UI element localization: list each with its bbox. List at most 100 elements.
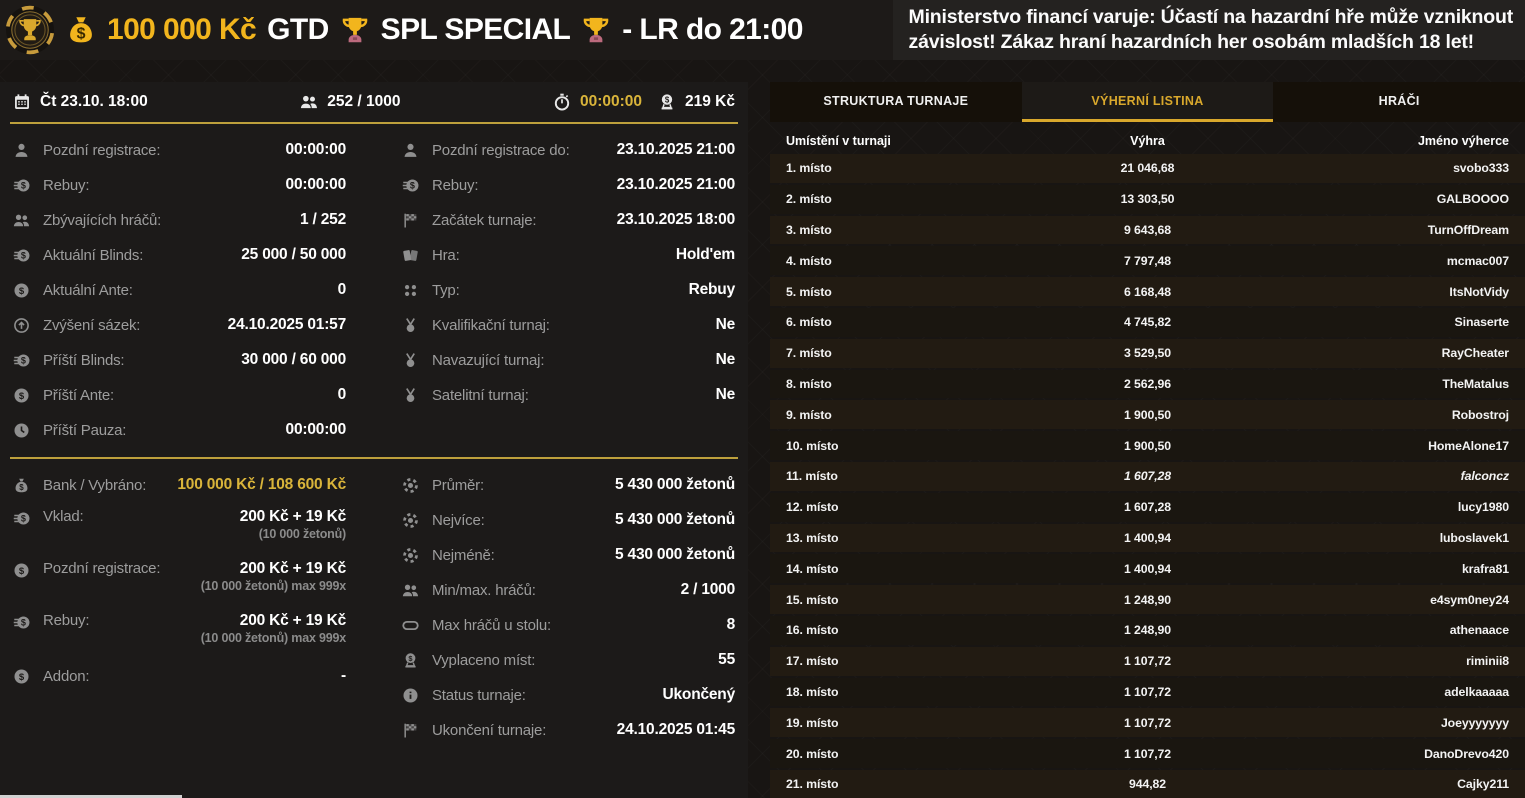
winner-place: 2. místo — [786, 192, 832, 207]
winner-place: 13. místo — [786, 530, 839, 545]
info-label: Navazující turnaj: — [432, 352, 545, 369]
info-row: $ Rebuy: 00:00:00 — [13, 168, 346, 203]
info-label: Zbývajících hráčů: — [43, 212, 162, 229]
winner-name: Joeyyyyyyy — [1440, 715, 1509, 730]
info-label: Satelitní turnaj: — [432, 387, 529, 404]
info-row: Satelitní turnaj: Ne — [402, 378, 735, 413]
winner-prize: 4 745,82 — [1123, 315, 1172, 330]
svg-text:$: $ — [19, 483, 24, 492]
winner-row: 17. místo 1 107,72 riminii8 — [770, 646, 1525, 676]
info-value: Hold'em — [675, 246, 735, 264]
coin-icon: $ — [13, 562, 30, 579]
winner-prize: 1 607,28 — [1123, 500, 1172, 515]
winner-name: mcmac007 — [1446, 253, 1509, 268]
info-row: $ Rebuy: 23.10.2025 21:00 — [402, 168, 735, 203]
svg-text:$: $ — [19, 391, 25, 402]
winner-prize: 3 529,50 — [1123, 346, 1172, 361]
winner-row: 21. místo 944,82 Cajky211 — [770, 769, 1525, 798]
trophy-icon — [340, 15, 370, 45]
winner-name: krafra81 — [1461, 561, 1509, 576]
chip-icon — [402, 477, 419, 494]
winner-name: ItsNotVidy — [1449, 284, 1509, 299]
winner-row: 4. místo 7 797,48 mcmac007 — [770, 246, 1525, 276]
info-value: 25 000 / 50 000 — [241, 246, 346, 264]
gambling-warning: Ministerstvo financí varuje: Účastí na h… — [892, 0, 1525, 60]
winner-name: e4sym0ney24 — [1430, 592, 1509, 607]
info-label: Vklad: — [43, 508, 84, 525]
info-row: Navazující turnaj: Ne — [402, 343, 735, 378]
info-value: 23.10.2025 18:00 — [616, 211, 736, 229]
coins-icon: $ — [13, 352, 30, 369]
info-label: Nejvíce: — [432, 512, 485, 529]
info-row: Nejméně: 5 430 000 žetonů — [402, 538, 735, 573]
winner-prize: 1 400,94 — [1123, 561, 1172, 576]
tab-hraci[interactable]: HRÁČI — [1273, 82, 1525, 122]
info-row: $ Příští Ante: 0 — [13, 378, 346, 413]
info-value: Rebuy — [688, 281, 736, 299]
info-row: $ Příští Blinds: 30 000 / 60 000 — [13, 343, 346, 378]
info-row: Zbývajících hráčů: 1 / 252 — [13, 203, 346, 238]
winner-prize: 6 168,48 — [1123, 284, 1172, 299]
info-label: Ukončení turnaje: — [432, 722, 547, 739]
winner-name: adelkaaaaa — [1444, 684, 1509, 699]
info-row: $ Vyplaceno míst: 55 — [402, 643, 735, 678]
info-value: Ukončený — [662, 686, 736, 704]
info-value: 23.10.2025 21:00 — [616, 141, 736, 159]
medal-icon — [402, 387, 419, 404]
tab-vyherni-listina[interactable]: VÝHERNÍ LISTINA — [1021, 82, 1274, 122]
info-row: Hra: Hold'em — [402, 238, 735, 273]
info-label: Aktuální Blinds: — [43, 247, 144, 264]
winner-place: 6. místo — [786, 315, 832, 330]
info-label: Pozdní registrace: — [43, 560, 161, 577]
winner-row: 18. místo 1 107,72 adelkaaaaa — [770, 677, 1525, 707]
winner-prize: 1 607,28 — [1123, 469, 1172, 484]
winner-place: 15. místo — [786, 592, 839, 607]
coin-icon: $ — [13, 668, 30, 685]
info-label: Rebuy: — [43, 612, 90, 629]
winner-name: luboslavek1 — [1439, 530, 1509, 545]
buyin-fee: $ 219 Kč — [658, 93, 735, 111]
svg-text:$: $ — [21, 356, 26, 366]
info-label: Max hráčů u stolu: — [432, 617, 551, 634]
svg-text:$: $ — [410, 181, 415, 191]
winner-place: 18. místo — [786, 684, 839, 699]
moneybag-icon: $ — [66, 15, 96, 45]
winner-name: RayCheater — [1441, 346, 1509, 361]
winner-row: 1. místo 21 046,68 svobo333 — [770, 154, 1525, 183]
winner-prize: 1 248,90 — [1123, 623, 1172, 638]
winner-place: 4. místo — [786, 253, 832, 268]
info-label: Aktuální Ante: — [43, 282, 133, 299]
tournament-title-bar: $ 100 000 Kč GTD SPL SPECIAL - LR do 21:… — [0, 5, 803, 55]
info-value: 200 Kč + 19 Kč (10 000 žetonů) — [239, 508, 347, 541]
svg-text:$: $ — [408, 654, 413, 663]
info-label: Rebuy: — [432, 177, 479, 194]
cards-icon — [402, 247, 419, 264]
horizontal-scrollbar-thumb[interactable] — [0, 795, 182, 798]
winner-prize: 13 303,50 — [1120, 192, 1175, 207]
people-icon — [300, 93, 318, 111]
moneybag-icon: $ — [13, 477, 30, 494]
table-icon — [402, 617, 419, 634]
info-value: 8 — [726, 616, 736, 634]
start-datetime: Čt 23.10. 18:00 — [13, 93, 148, 111]
tab-struktura-turnaje[interactable]: STRUKTURA TURNAJE — [770, 82, 1022, 122]
info-value: 200 Kč + 19 Kč (10 000 žetonů) max 999x — [200, 560, 346, 593]
info-label: Pozdní registrace: — [43, 142, 161, 159]
winner-prize: 7 797,48 — [1123, 253, 1172, 268]
info-row: Začátek turnaje: 23.10.2025 18:00 — [402, 203, 735, 238]
svg-text:$: $ — [665, 96, 670, 105]
prize-amount: 100 000 Kč — [107, 13, 257, 46]
info-row: Příští Pauza: 00:00:00 — [13, 413, 346, 448]
info-label: Příští Pauza: — [43, 422, 127, 439]
col-header-place: Umístění v turnaji — [786, 134, 891, 148]
svg-text:$: $ — [77, 25, 86, 42]
tournament-title: SPL SPECIAL — [380, 13, 571, 46]
checkered-flag-icon — [402, 212, 419, 229]
info-row: Zvýšení sázek: 24.10.2025 01:57 — [13, 308, 346, 343]
info-section-1: Pozdní registrace: 00:00:00 $ Rebuy: 00:… — [0, 124, 748, 448]
info-value-sub: (10 000 žetonů) — [258, 526, 347, 541]
people-icon — [13, 212, 30, 229]
info-label: Hra: — [432, 247, 460, 264]
info-row: $ Bank / Vybráno: 100 000 Kč / 108 600 K… — [13, 468, 346, 503]
coin-icon: $ — [13, 387, 30, 404]
